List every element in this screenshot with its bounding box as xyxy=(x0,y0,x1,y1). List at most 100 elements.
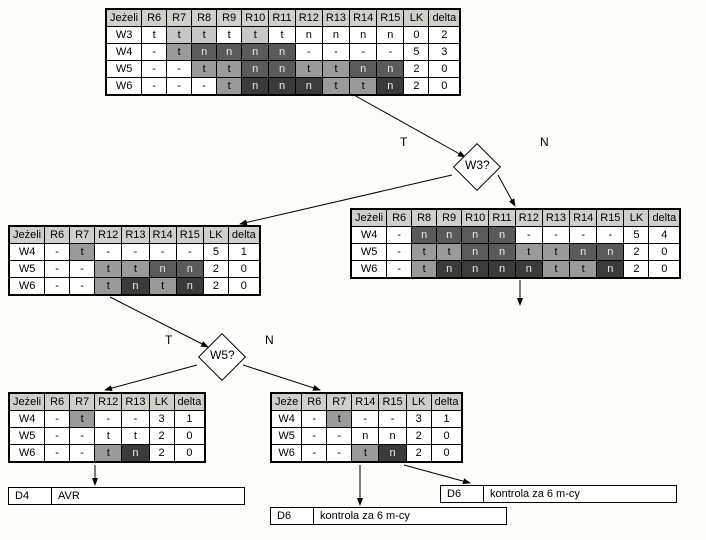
edge-n1: N xyxy=(540,135,549,149)
cell: n xyxy=(462,244,489,261)
col-header: delta xyxy=(431,393,462,411)
row-label: W4 xyxy=(351,227,387,244)
table-w5-false: JeżeR6R7R14R15LKdeltaW4-t--31W5--nn20W6-… xyxy=(270,392,463,463)
decision-w3-label: W3? xyxy=(465,158,490,172)
cell: t xyxy=(412,261,437,279)
col-header: R13 xyxy=(542,209,569,227)
cell: 0 xyxy=(429,78,460,96)
edge-t1: T xyxy=(400,135,407,149)
cell: t xyxy=(542,261,569,279)
cell: t xyxy=(352,445,379,463)
col-header: R14 xyxy=(570,209,597,227)
cell: 4 xyxy=(649,227,680,244)
cell: n xyxy=(412,227,437,244)
cell: 2 xyxy=(404,78,429,96)
cell: - xyxy=(142,78,167,96)
cell: n xyxy=(377,78,404,96)
cell: - xyxy=(387,244,412,261)
cell: - xyxy=(192,78,217,96)
cell: 1 xyxy=(228,244,259,261)
row-label: W4 xyxy=(271,411,302,428)
cell: n xyxy=(122,445,149,463)
cell: - xyxy=(45,278,70,296)
col-header: R12 xyxy=(95,226,122,244)
cell: - xyxy=(45,244,70,261)
cell: 2 xyxy=(203,261,228,278)
cell: - xyxy=(45,261,70,278)
cell: t xyxy=(515,244,542,261)
cell: 5 xyxy=(203,244,228,261)
cell: 0 xyxy=(404,27,429,44)
result-code: D6 xyxy=(271,508,314,524)
cell: 2 xyxy=(406,445,431,463)
cell: 2 xyxy=(203,278,228,296)
cell: t xyxy=(192,27,217,44)
row-label: W5 xyxy=(271,428,302,445)
cell: n xyxy=(377,27,404,44)
col-header: R6 xyxy=(387,209,412,227)
cell: n xyxy=(437,261,462,279)
cell: - xyxy=(167,78,192,96)
cell: n xyxy=(597,244,624,261)
cell: n xyxy=(242,44,269,61)
col-header: R13 xyxy=(322,9,349,27)
col-header: R11 xyxy=(489,209,515,227)
cell: t xyxy=(412,244,437,261)
col-header: R10 xyxy=(242,9,269,27)
col-header: R9 xyxy=(437,209,462,227)
row-label: W6 xyxy=(271,445,302,463)
cell: t xyxy=(70,244,95,261)
col-header: LK xyxy=(624,209,649,227)
cell: 1 xyxy=(431,411,462,428)
cell: - xyxy=(122,411,149,428)
cell: n xyxy=(269,44,295,61)
table-root: JeżeliR6R7R8R9R10R11R12R13R14R15LKdeltaW… xyxy=(105,8,461,96)
cell: 5 xyxy=(404,44,429,61)
cell: - xyxy=(142,44,167,61)
col-header: R6 xyxy=(142,9,167,27)
cell: n xyxy=(242,61,269,78)
cell: t xyxy=(269,27,295,44)
col-header: R7 xyxy=(167,9,192,27)
cell: t xyxy=(149,278,176,296)
col-header: R6 xyxy=(45,226,70,244)
col-header: R6 xyxy=(45,393,70,411)
cell: n xyxy=(295,78,322,96)
row-label: W5 xyxy=(351,244,387,261)
cell: - xyxy=(302,445,327,463)
cell: 2 xyxy=(624,261,649,279)
cell: - xyxy=(515,227,542,244)
col-header: R10 xyxy=(462,209,489,227)
cell: 3 xyxy=(149,411,174,428)
cell: t xyxy=(242,27,269,44)
cell: 2 xyxy=(149,445,174,463)
col-header: LK xyxy=(404,9,429,27)
col-header: R11 xyxy=(269,9,295,27)
cell: t xyxy=(322,61,349,78)
row-label: W6 xyxy=(9,278,45,296)
cell: - xyxy=(570,227,597,244)
col-header: R15 xyxy=(176,226,203,244)
cell: 2 xyxy=(149,428,174,445)
cell: n xyxy=(149,261,176,278)
cell: n xyxy=(122,278,149,296)
cell: - xyxy=(122,244,149,261)
cell: n xyxy=(462,261,489,279)
cell: 0 xyxy=(174,428,205,445)
result-d6-a: D6 kontrola za 6 m-cy xyxy=(270,507,507,525)
cell: n xyxy=(489,244,515,261)
cell: - xyxy=(322,44,349,61)
col-header: R14 xyxy=(350,9,377,27)
cell: 0 xyxy=(649,244,680,261)
cell: n xyxy=(489,227,515,244)
cell: t xyxy=(95,428,122,445)
cell: - xyxy=(45,428,70,445)
table-w5-true: JeżeliR6R7R12R13LKdeltaW4-t--31W5--tt20W… xyxy=(8,392,206,463)
col-header: delta xyxy=(228,226,259,244)
col-header: Jeżeli xyxy=(9,393,45,411)
col-header: R14 xyxy=(149,226,176,244)
cell: 2 xyxy=(406,428,431,445)
cell: 0 xyxy=(429,61,460,78)
result-text: AVR xyxy=(52,488,244,504)
cell: n xyxy=(379,428,406,445)
